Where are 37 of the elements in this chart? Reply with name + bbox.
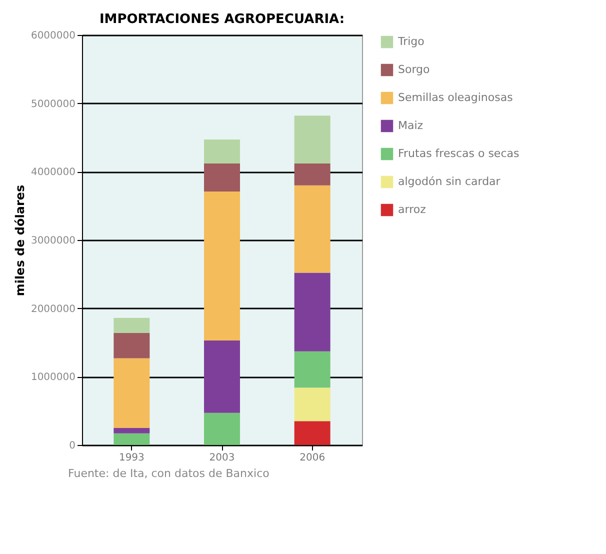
bar <box>114 358 150 428</box>
legend-label: Semillas oleaginosas <box>398 91 514 104</box>
y-tick-label: 6000000 <box>30 30 76 42</box>
bar <box>204 140 240 164</box>
y-tick-label: 3000000 <box>30 236 76 246</box>
y-tick-label: 1000000 <box>30 372 76 384</box>
y-axis-title: miles de dólares <box>12 184 27 296</box>
legend-label: arroz <box>398 203 426 216</box>
bar <box>204 163 240 192</box>
y-tick-label: 0 <box>69 440 76 452</box>
chart-title: IMPORTACIONES AGROPECUARIA: <box>99 12 345 27</box>
y-tick-label: 5000000 <box>30 98 76 110</box>
y-tick-label: 4000000 <box>30 167 76 178</box>
bar <box>114 318 150 333</box>
legend-label: Frutas frescas o secas <box>398 147 520 160</box>
bar <box>114 332 150 358</box>
bar <box>114 433 150 445</box>
bar <box>294 351 330 388</box>
legend-label: algodón sin cardar <box>398 175 501 188</box>
bar <box>294 185 330 273</box>
legend-label: Trigo <box>397 35 425 48</box>
bar <box>294 388 330 422</box>
bar <box>294 163 330 186</box>
bar <box>114 428 150 434</box>
x-tick-label: 1993 <box>118 452 144 464</box>
bar <box>294 272 330 352</box>
y-tick-label: 2000000 <box>30 304 76 315</box>
bar <box>204 412 240 445</box>
x-tick-label: 2003 <box>209 452 235 464</box>
x-tick-label: 2006 <box>300 452 326 464</box>
bar <box>204 340 240 413</box>
legend-label: Maiz <box>398 119 424 132</box>
source-note: Fuente: de Ita, con datos de Banxico <box>68 467 270 480</box>
bar <box>294 421 330 445</box>
bar <box>204 191 240 340</box>
legend-label: Sorgo <box>398 63 430 76</box>
bar <box>294 116 330 164</box>
